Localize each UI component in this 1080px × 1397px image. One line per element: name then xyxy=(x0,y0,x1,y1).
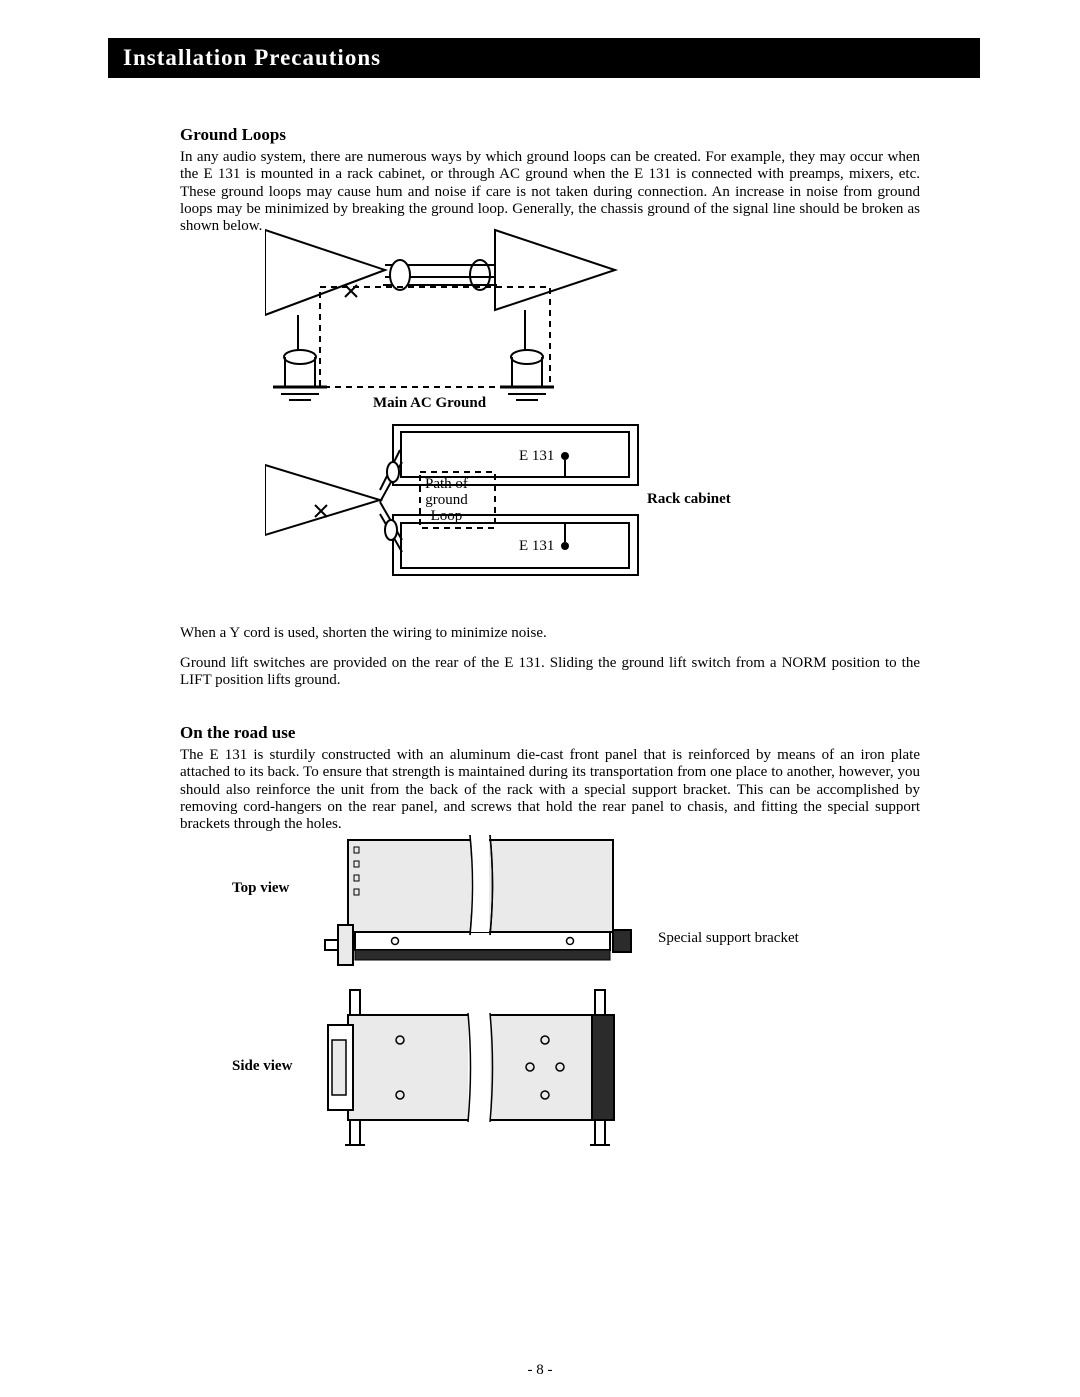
ground-loop-diagram-1-svg xyxy=(265,225,645,415)
section-header-title: Installation Precautions xyxy=(123,45,381,71)
diagram2-path-label: Path of ground Loop xyxy=(425,477,468,524)
section-ground-loops: Ground Loops In any audio system, there … xyxy=(180,125,920,235)
after-diagram-text-2: Ground lift switches are provided on the… xyxy=(180,655,920,690)
diagram2-path-line1: Path of xyxy=(425,476,468,492)
after-diagram-text-1: When a Y cord is used, shorten the wirin… xyxy=(180,625,920,642)
section-header-bar: Installation Precautions xyxy=(108,38,980,78)
ground-loop-diagram-2-svg xyxy=(265,420,745,610)
ground-lift-text: Ground lift switches are provided on the… xyxy=(180,655,920,690)
side-view-label: Side view xyxy=(232,1058,292,1075)
top-view-svg xyxy=(320,835,640,975)
bracket-label: Special support bracket xyxy=(658,930,799,947)
top-view-diagram xyxy=(320,835,640,975)
page-number: - 8 - xyxy=(0,1362,1080,1379)
diagram2-rack-cabinet-label: Rack cabinet xyxy=(647,491,731,508)
ground-loops-body: In any audio system, there are numerous … xyxy=(180,149,920,235)
diagram2-e131-top: E 131 xyxy=(519,448,554,465)
on-the-road-body: The E 131 is sturdily constructed with a… xyxy=(180,747,920,833)
diagram2-e131-bottom: E 131 xyxy=(519,538,554,555)
ground-loop-diagram-1: Main AC Ground xyxy=(265,225,645,415)
y-cord-text: When a Y cord is used, shorten the wirin… xyxy=(180,625,920,642)
diagram2-path-line2: ground xyxy=(425,492,468,508)
diagram1-main-ac-ground-label: Main AC Ground xyxy=(373,395,486,412)
side-view-svg xyxy=(320,985,640,1160)
ground-loop-diagram-2: E 131 E 131 Path of ground Loop Rack cab… xyxy=(265,420,745,610)
ground-loops-heading: Ground Loops xyxy=(180,125,920,145)
top-view-label: Top view xyxy=(232,880,289,897)
section-on-the-road: On the road use The E 131 is sturdily co… xyxy=(180,723,920,833)
side-view-diagram xyxy=(320,985,640,1160)
diagram2-path-line3: Loop xyxy=(431,508,463,524)
on-the-road-heading: On the road use xyxy=(180,723,920,743)
